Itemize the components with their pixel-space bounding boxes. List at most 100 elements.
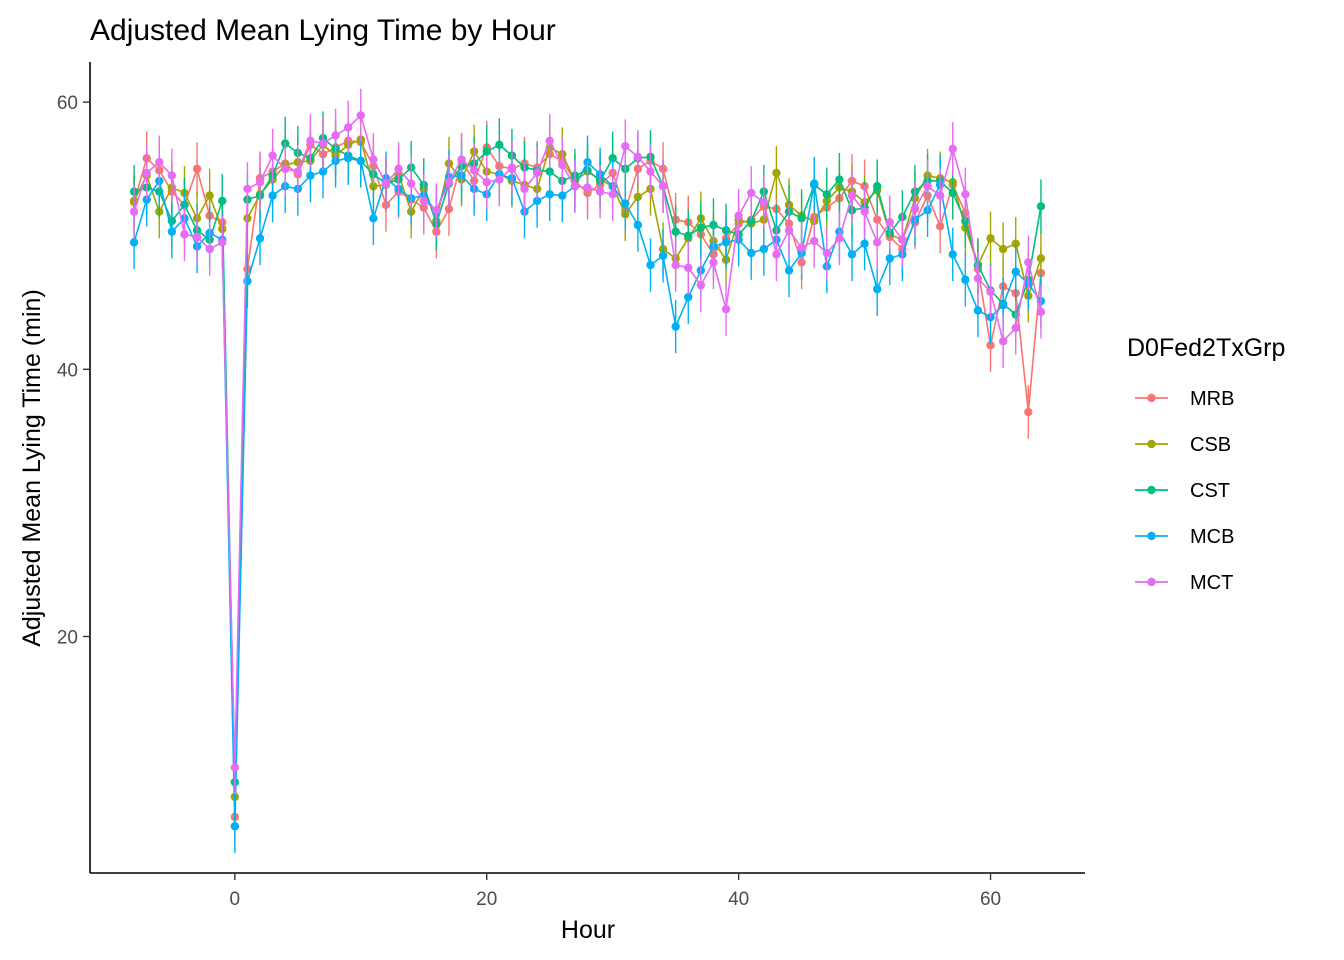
data-point [558, 191, 567, 200]
data-point [268, 151, 277, 160]
data-point [835, 234, 844, 243]
data-point [230, 763, 240, 772]
data-point [406, 179, 416, 188]
data-point [747, 216, 756, 226]
data-point [205, 244, 214, 254]
data-point [167, 171, 177, 180]
data-point [747, 188, 756, 198]
data-point [633, 220, 643, 230]
legend-label: CST [1190, 480, 1230, 502]
y-tick-label: 20 [57, 628, 78, 649]
data-point [986, 234, 995, 243]
data-point [205, 191, 214, 200]
data-point [230, 822, 240, 831]
data-point [507, 163, 517, 172]
data-point [986, 341, 995, 350]
data-point [583, 183, 592, 192]
data-point [860, 239, 869, 248]
data-point [935, 222, 945, 231]
series-mct [129, 88, 1046, 795]
data-point [558, 160, 567, 170]
data-point [885, 254, 894, 263]
data-point [192, 232, 202, 242]
data-point [369, 214, 378, 223]
data-point [218, 196, 227, 206]
data-point [885, 218, 894, 227]
data-point [180, 230, 189, 239]
data-point [961, 190, 970, 199]
data-point [1011, 239, 1020, 248]
legend-key-point [1147, 531, 1156, 541]
data-point [872, 238, 882, 247]
data-point [633, 152, 643, 162]
data-point [998, 244, 1008, 254]
data-point [457, 155, 466, 164]
legend-item-mrb: MRB [1135, 388, 1234, 410]
data-point [369, 155, 378, 164]
data-point [394, 164, 403, 174]
data-point [797, 243, 806, 252]
data-point [696, 280, 706, 290]
data-point [155, 158, 164, 167]
data-point [1036, 254, 1046, 263]
data-point [759, 198, 769, 207]
data-point [910, 204, 920, 214]
data-point [243, 184, 252, 194]
data-point [633, 192, 643, 202]
legend-key-point [1147, 439, 1156, 449]
data-point [545, 190, 554, 199]
data-point [482, 178, 491, 187]
data-point [847, 191, 857, 200]
x-tick-label: 20 [476, 889, 497, 910]
data-point [784, 226, 794, 235]
data-point [318, 139, 328, 148]
data-point [281, 164, 290, 174]
data-point [772, 250, 781, 259]
data-point [810, 236, 819, 246]
series-line [133, 157, 1042, 827]
data-point [343, 123, 353, 132]
data-point [621, 141, 630, 151]
data-point [822, 248, 832, 258]
legend-label: MCT [1190, 572, 1233, 594]
data-point [671, 322, 680, 331]
data-point [142, 168, 151, 178]
data-point [129, 238, 139, 247]
data-point [444, 178, 454, 187]
data-point [658, 251, 668, 260]
data-point [1024, 407, 1033, 417]
data-point [721, 238, 731, 247]
legend-item-mct: MCT [1135, 572, 1233, 594]
data-point [709, 258, 718, 267]
data-point [646, 260, 655, 270]
data-point [595, 187, 605, 196]
y-tick-label: 40 [57, 360, 78, 381]
data-point [532, 168, 542, 178]
data-point [545, 136, 554, 146]
data-point [948, 144, 957, 154]
data-point [671, 260, 680, 270]
data-point [835, 175, 844, 184]
data-point [495, 175, 504, 184]
data-point [268, 191, 277, 200]
data-point [935, 191, 945, 200]
data-point [658, 182, 668, 191]
data-point [129, 207, 139, 216]
data-point [721, 304, 731, 314]
data-point [646, 167, 655, 176]
y-axis-ticks: 20 40 60 [57, 93, 90, 649]
plot-area [129, 88, 1046, 853]
legend: MRB CSB CST MCB MCT [1135, 388, 1234, 594]
data-point [356, 156, 365, 166]
x-axis-ticks: 0 20 40 60 [230, 873, 1001, 910]
chart-title: Adjusted Mean Lying Time by Hour [90, 14, 556, 47]
series-mcb [129, 131, 1046, 853]
y-axis-title: Adjusted Mean Lying Time (min) [18, 289, 46, 647]
data-point [696, 223, 706, 232]
data-point [482, 147, 491, 156]
data-point [860, 207, 869, 216]
data-point [520, 184, 529, 194]
data-point [998, 337, 1008, 346]
data-point [331, 131, 340, 140]
data-point [192, 164, 202, 174]
